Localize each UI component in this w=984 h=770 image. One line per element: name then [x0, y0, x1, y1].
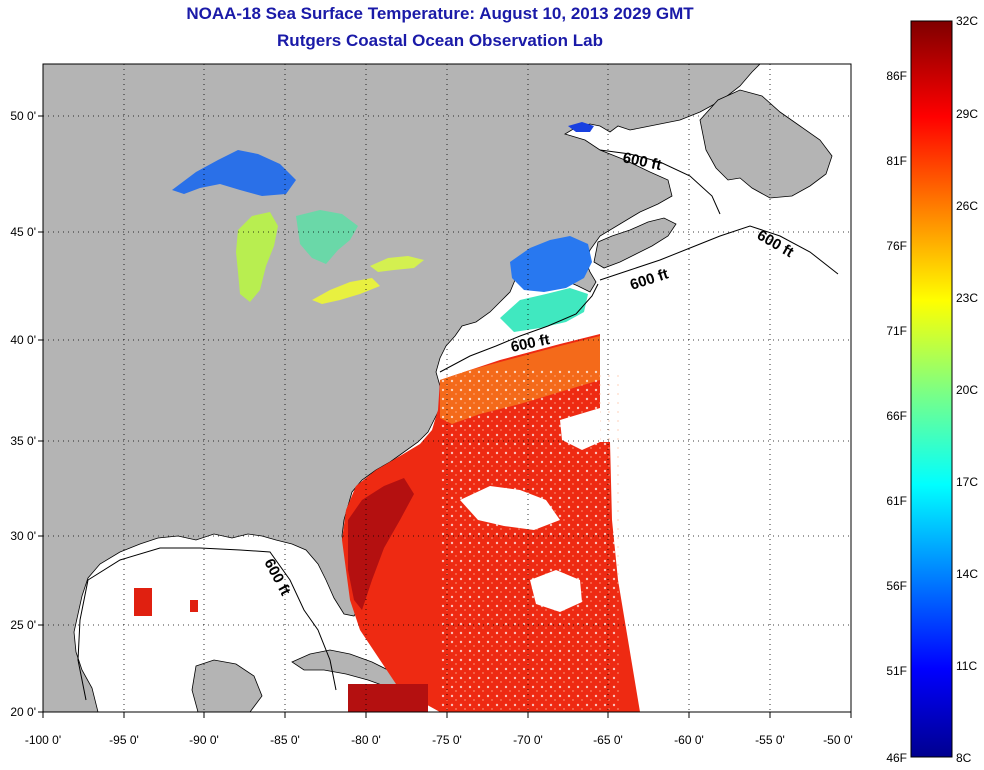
celsius-label: 11C	[956, 659, 977, 673]
latitude-tick-label: 35 0'	[10, 434, 36, 448]
longitude-tick-label: -55 0'	[755, 733, 785, 747]
longitude-tick-label: -85 0'	[270, 733, 300, 747]
fahrenheit-label: 76F	[886, 239, 907, 253]
fahrenheit-label: 61F	[886, 494, 907, 508]
cloud-patch	[460, 486, 560, 530]
gulf-sst-fragment	[190, 600, 198, 612]
latitude-tick-label: 50 0'	[10, 109, 36, 123]
nova-scotia-land	[593, 217, 677, 269]
longitude-axis: -100 0' -95 0' -90 0' -85 0' -80 0' -75 …	[25, 712, 853, 747]
fahrenheit-label: 51F	[886, 664, 907, 678]
colorbar-gradient	[910, 20, 953, 758]
depth-contour	[77, 547, 337, 701]
depth-contour	[599, 225, 839, 281]
gulf-of-maine-sst	[510, 236, 592, 292]
fahrenheit-label: 66F	[886, 409, 907, 423]
longitude-tick-label: -75 0'	[432, 733, 462, 747]
fahrenheit-label: 86F	[886, 69, 907, 83]
cloud-patch	[560, 408, 600, 450]
map-content	[43, 64, 851, 712]
latitude-axis: 50 0' 45 0' 40 0' 35 0' 30 0' 25 0' 20 0…	[10, 109, 43, 719]
celsius-label: 32C	[956, 14, 978, 28]
newfoundland-land	[699, 89, 833, 199]
celsius-label: 14C	[956, 567, 978, 581]
lake-ontario	[370, 256, 424, 272]
celsius-label: 23C	[956, 291, 978, 305]
caribbean-warm-sst	[348, 684, 428, 712]
longitude-tick-label: -50 0'	[823, 733, 853, 747]
celsius-label: 26C	[956, 199, 978, 213]
latitude-tick-label: 30 0'	[10, 529, 36, 543]
fahrenheit-label: 56F	[886, 579, 907, 593]
lake-erie	[312, 278, 380, 304]
gulf-sst-fragment	[134, 588, 152, 616]
depth-contour	[439, 283, 599, 373]
celsius-label: 17C	[956, 475, 978, 489]
map-subtitle: Rutgers Coastal Ocean Observation Lab	[277, 31, 603, 50]
longitude-tick-label: -100 0'	[25, 733, 61, 747]
lake-superior	[172, 150, 296, 196]
temperature-colorbar: 32C 29C 26C 23C 20C 17C 14C 11C 8C 86F 8…	[886, 14, 978, 765]
longitude-tick-label: -60 0'	[674, 733, 704, 747]
longitude-tick-label: -80 0'	[351, 733, 381, 747]
celsius-label: 8C	[956, 751, 972, 765]
map-title: NOAA-18 Sea Surface Temperature: August …	[186, 4, 694, 23]
lake-michigan	[236, 212, 278, 302]
cloud-patch	[530, 570, 582, 612]
yucatan-land	[191, 659, 263, 712]
gulf-stream-deep-red	[348, 478, 414, 610]
gulf-st-lawrence-cold	[568, 122, 594, 132]
fahrenheit-label: 81F	[886, 154, 907, 168]
fahrenheit-label: 46F	[886, 751, 907, 765]
celsius-label: 20C	[956, 383, 978, 397]
map-gridlines	[43, 64, 851, 712]
lake-huron	[296, 210, 358, 264]
depth-contour	[599, 149, 721, 215]
latitude-tick-label: 25 0'	[10, 618, 36, 632]
georges-bank-sst	[500, 288, 588, 332]
latitude-tick-label: 45 0'	[10, 225, 36, 239]
longitude-tick-label: -90 0'	[189, 733, 219, 747]
latitude-tick-label: 20 0'	[10, 705, 36, 719]
latitude-tick-label: 40 0'	[10, 333, 36, 347]
fahrenheit-label: 71F	[886, 324, 907, 338]
longitude-tick-label: -65 0'	[593, 733, 623, 747]
celsius-label: 29C	[956, 107, 978, 121]
longitude-tick-label: -95 0'	[109, 733, 139, 747]
longitude-tick-label: -70 0'	[513, 733, 543, 747]
